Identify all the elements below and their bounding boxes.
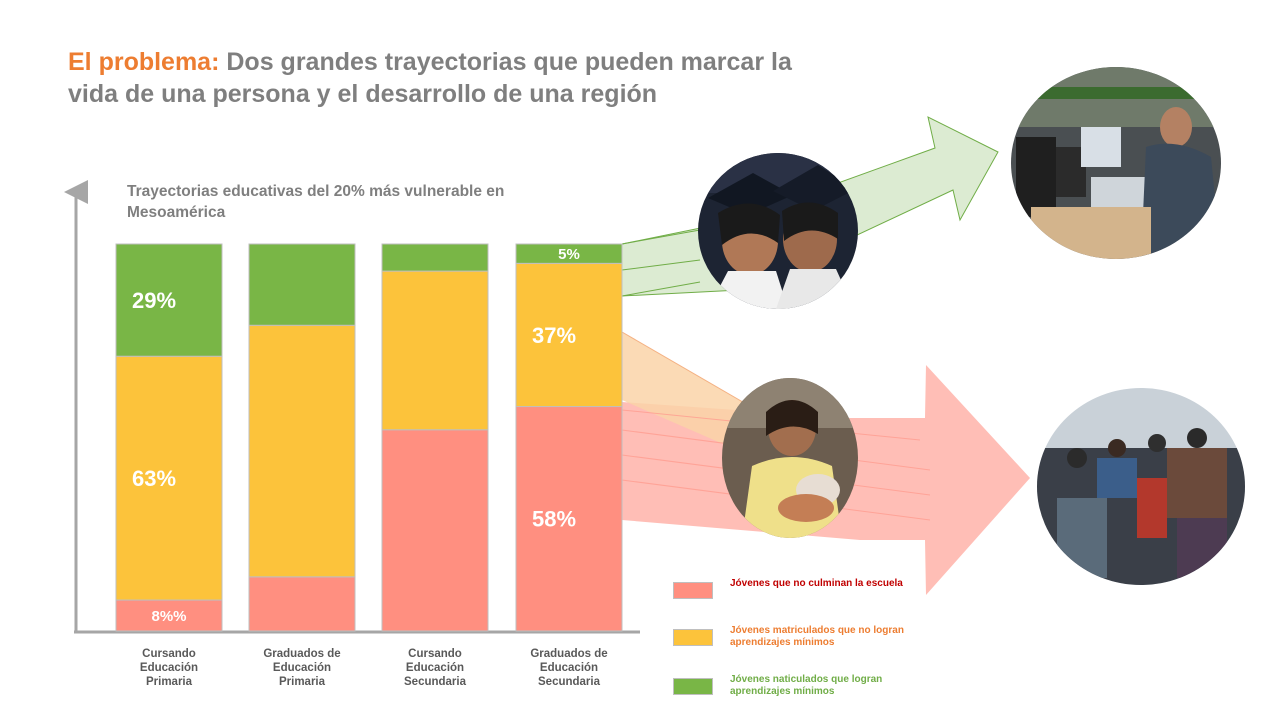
data-label: 63% (132, 466, 176, 491)
orange-funnel (622, 332, 760, 460)
chart-title: Trayectorias educativas del 20% más vuln… (127, 183, 505, 221)
mother-child-photo (722, 378, 858, 538)
green-fan-lines (621, 229, 701, 297)
bar-segment (115, 355, 223, 601)
legend-swatch (673, 582, 713, 599)
office-workers-photo (1011, 67, 1221, 259)
data-label: 5% (558, 246, 580, 263)
title-accent: El problema: (68, 48, 220, 76)
title-rest: Dos grandes trayectorias que pueden marc… (68, 48, 792, 108)
bar-segment (248, 324, 356, 578)
bars-group: 8%% 63% 29% 58% 37% 5% (115, 243, 623, 632)
legend-item: Jóvenes matriculados que no logran apren… (673, 625, 943, 655)
category-label: Cursando Educación Primaria (139, 648, 199, 688)
graduates-photo (698, 153, 858, 309)
bar-segment (515, 262, 623, 408)
slide-title: El problema: Dos grandes trayectorias qu… (68, 46, 828, 110)
bar-segment (381, 429, 489, 632)
data-label: 58% (532, 507, 576, 532)
category-label: Graduados de Educación Secundaria (530, 648, 608, 688)
legend-swatch (673, 629, 713, 646)
bar-segment (248, 243, 356, 326)
data-label: 37% (532, 323, 576, 348)
legend-item: Jóvenes que no culminan la escuela (673, 578, 943, 608)
legend-label: Jóvenes matriculados que no logran apren… (730, 625, 904, 648)
bar-segment (381, 243, 489, 272)
legend-label: Jóvenes naticulados que logran aprendiza… (730, 674, 883, 697)
legend-label: Jóvenes que no culminan la escuela (730, 578, 903, 589)
bar-segment (115, 599, 223, 632)
migrants-photo (1037, 388, 1245, 585)
data-label: 8%% (151, 608, 186, 625)
category-label: Graduados de Educación Primaria (263, 648, 341, 688)
bar-segment (115, 243, 223, 357)
data-label: 29% (132, 288, 176, 313)
bar-segment (515, 243, 623, 264)
legend-swatch (673, 678, 713, 695)
bar-segment (248, 576, 356, 632)
orange-funnel-line (621, 331, 761, 413)
bar-segment (381, 270, 489, 431)
category-label: Cursando Educación Secundaria (404, 648, 466, 688)
legend-item: Jóvenes naticulados que logran aprendiza… (673, 674, 943, 704)
